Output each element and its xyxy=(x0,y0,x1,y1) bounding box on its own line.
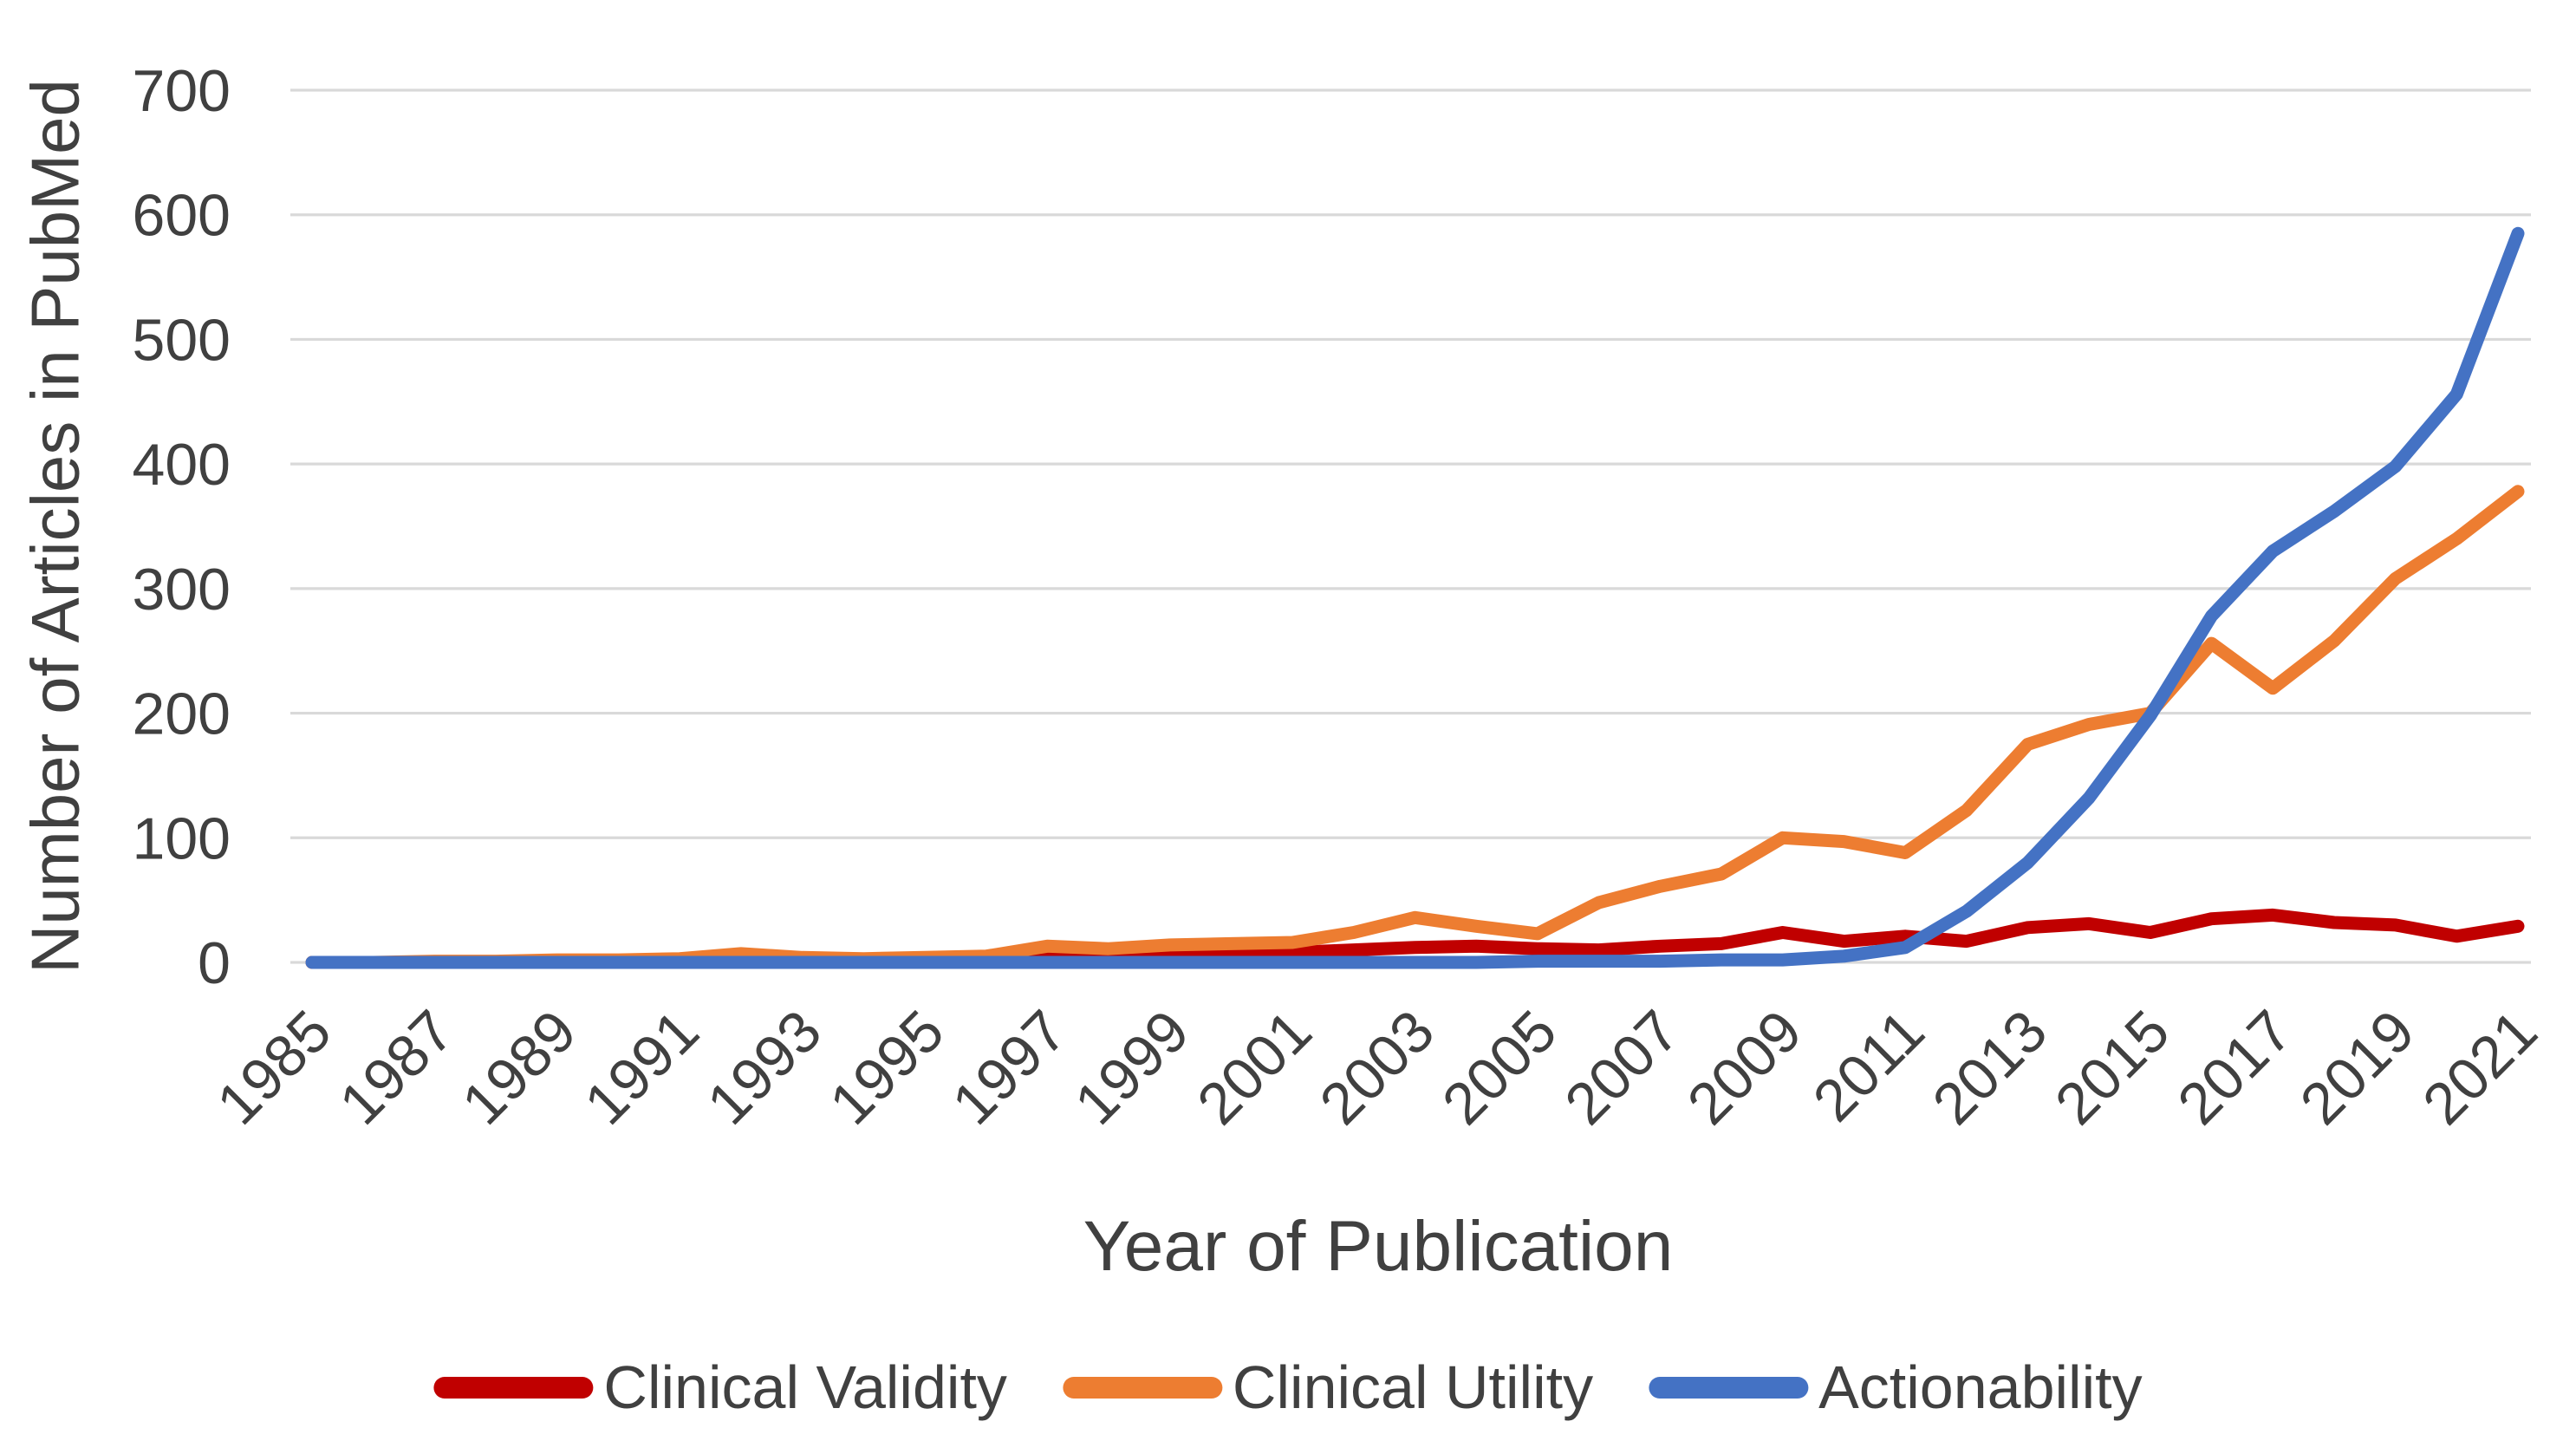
legend-label: Clinical Utility xyxy=(1232,1353,1594,1421)
y-tick-label: 500 xyxy=(133,307,231,373)
x-tick-label: 2019 xyxy=(2288,998,2428,1138)
x-tick-label: 2009 xyxy=(1675,998,1815,1138)
x-tick-label: 2021 xyxy=(2410,998,2550,1138)
legend-label: Clinical Validity xyxy=(603,1353,1007,1421)
x-tick-label: 2015 xyxy=(2043,998,2182,1138)
legend-item-clinical-utility: Clinical Utility xyxy=(1062,1353,1594,1422)
x-tick-label: 1989 xyxy=(450,998,589,1138)
x-tick-label: 2001 xyxy=(1185,998,1324,1138)
y-tick-label: 400 xyxy=(133,432,231,498)
legend-item-actionability: Actionability xyxy=(1649,1353,2143,1422)
y-tick-label: 700 xyxy=(133,58,231,124)
x-axis-title: Year of Publication xyxy=(1083,1207,1674,1286)
legend: Clinical Validity Clinical Utility Actio… xyxy=(433,1353,2143,1422)
series-line-clinical-utility xyxy=(305,485,2525,969)
y-tick-label: 600 xyxy=(133,183,231,249)
x-tick-label: 1985 xyxy=(205,998,344,1138)
x-tick-label: 2011 xyxy=(1801,998,1937,1134)
x-tick-label: 2003 xyxy=(1307,998,1447,1138)
y-tick-label: 300 xyxy=(133,557,231,623)
x-tick-label: 1993 xyxy=(694,998,834,1138)
clinical-utility-swatch-icon xyxy=(1062,1376,1222,1399)
x-tick-label: 2013 xyxy=(1920,998,2059,1138)
series-line-actionability xyxy=(305,226,2525,969)
x-tick-label: 2007 xyxy=(1552,998,1692,1138)
actionability-swatch-icon xyxy=(1649,1376,1809,1399)
y-axis-title: Number of Articles in PubMed xyxy=(16,79,94,974)
y-tick-label: 0 xyxy=(198,930,231,996)
x-tick-label: 1999 xyxy=(1063,998,1202,1138)
clinical-validity-swatch-icon xyxy=(433,1376,594,1399)
y-tick-label: 200 xyxy=(133,681,231,747)
x-tick-label: 2005 xyxy=(1430,998,1570,1138)
x-tick-label: 2017 xyxy=(2165,998,2305,1138)
x-tick-label: 1987 xyxy=(327,998,466,1138)
legend-label: Actionability xyxy=(1818,1353,2143,1421)
x-tick-label: 1991 xyxy=(572,998,712,1138)
y-tick-label: 100 xyxy=(133,805,231,871)
x-tick-label: 1997 xyxy=(940,998,1079,1138)
x-tick-label: 1995 xyxy=(817,998,957,1138)
legend-item-clinical-validity: Clinical Validity xyxy=(433,1353,1007,1422)
